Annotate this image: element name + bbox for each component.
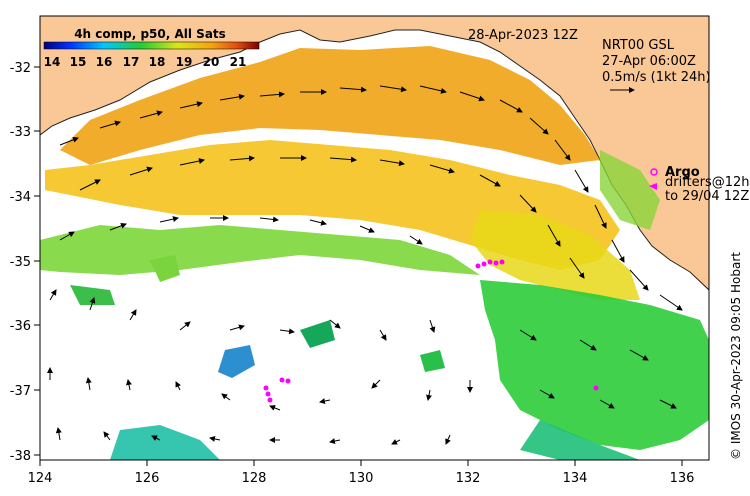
legend-drifters-1: drifters@12h [665, 175, 750, 190]
colorbar-tick: 19 [176, 55, 193, 69]
colorbar-gradient [43, 41, 260, 50]
map-frame [39, 15, 710, 461]
colorbar-tick: 21 [230, 55, 247, 69]
product-line2: 27-Apr 06:00Z [602, 54, 696, 69]
argo-marker-icon [650, 168, 658, 176]
lon-axis: 124 126 128 130 132 134 136 [28, 460, 695, 486]
colorbar-tick: 17 [123, 55, 140, 69]
lon-tick-label: 132 [456, 471, 481, 486]
lon-tick-label: 126 [135, 471, 160, 486]
lat-tick-label: -36 [10, 319, 31, 334]
colorbar-tick: 18 [149, 55, 166, 69]
map-date: 28-Apr-2023 12Z [468, 28, 578, 43]
colorbar: 4h comp, p50, All Sats 14 15 16 17 18 19… [43, 27, 260, 69]
lon-tick-label: 134 [563, 471, 588, 486]
lat-tick-label: -35 [10, 255, 31, 270]
lat-tick-label: -37 [10, 384, 31, 399]
lon-tick-label: 124 [28, 471, 53, 486]
colorbar-title: 4h comp, p50, All Sats [74, 27, 226, 41]
product-line1: NRT00 GSL [602, 38, 675, 53]
sst-field [40, 46, 709, 460]
lon-tick-label: 128 [242, 471, 267, 486]
product-line3: 0.5m/s (1kt 24h) [602, 70, 711, 85]
lon-tick-label: 130 [349, 471, 374, 486]
drifter-tracks [263, 259, 599, 403]
lat-axis: -32 -33 -34 -35 -36 -37 -38 [10, 61, 40, 464]
legend-drifters-2: to 29/04 12Z [665, 189, 749, 204]
lat-tick-label: -34 [10, 190, 31, 205]
colorbar-tick: 15 [70, 55, 87, 69]
legend: Argo drifters@12h to 29/04 12Z [649, 165, 750, 204]
lat-tick-label: -33 [10, 125, 31, 140]
credit-text: © IMOS 30-Apr-2023 09:05 Hobart [729, 252, 743, 460]
lat-tick-label: -38 [10, 449, 31, 464]
colorbar-tick: 14 [44, 55, 61, 69]
colorbar-tick: 16 [96, 55, 113, 69]
drifter-marker-icon [649, 183, 657, 190]
legend-argo: Argo [665, 165, 700, 180]
current-vectors [47, 85, 683, 445]
lat-tick-label: -32 [10, 61, 31, 76]
lon-tick-label: 136 [670, 471, 695, 486]
colorbar-tick: 20 [203, 55, 220, 69]
